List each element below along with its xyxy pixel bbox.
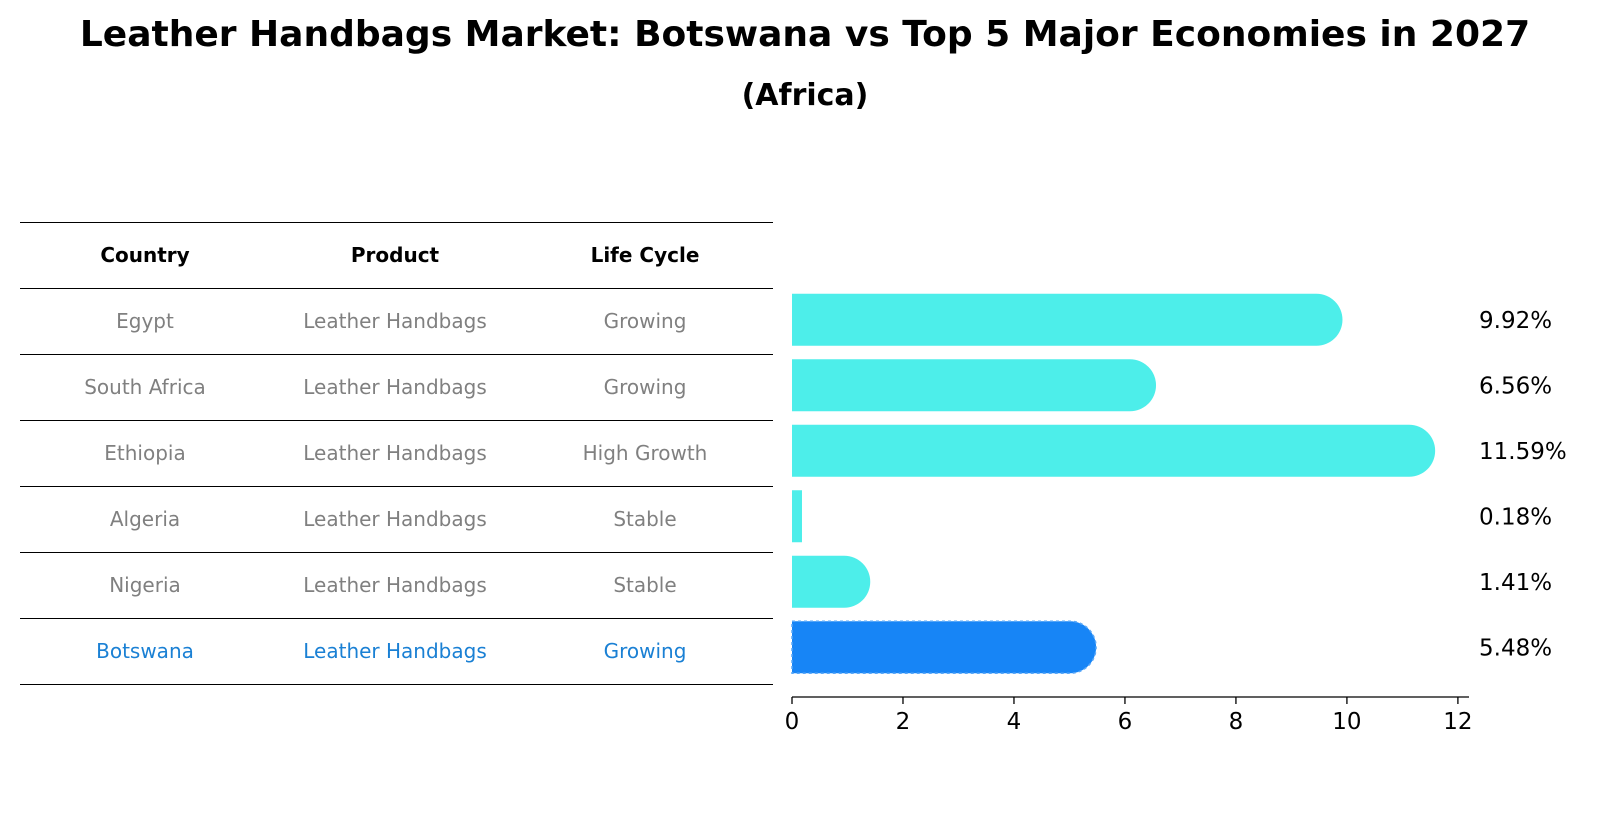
table-row: Nigeria Leather Handbags Stable [20, 552, 773, 618]
bar-botswana [791, 620, 1097, 674]
chart-subtitle: (Africa) [741, 78, 869, 113]
cell-life-cycle: Growing [603, 639, 687, 663]
x-tick-label: 2 [896, 709, 911, 735]
data-table: Country Product Life Cycle Egypt Leather… [20, 222, 773, 685]
chart-title: Leather Handbags Market: Botswana vs Top… [79, 14, 1531, 55]
cell-life-cycle: Growing [603, 309, 687, 333]
cell-country: Algeria [109, 507, 181, 531]
bar-nigeria [792, 555, 871, 608]
x-tick-label: 6 [1118, 709, 1133, 735]
cell-product: Leather Handbags [303, 507, 487, 531]
bar-value-label: 1.41% [1479, 570, 1552, 596]
cell-country: Ethiopia [104, 441, 186, 465]
bar-value-label: 9.92% [1479, 308, 1552, 334]
bar-algeria [792, 490, 802, 543]
x-tick-label: 0 [785, 709, 800, 735]
bar-value-label: 0.18% [1479, 504, 1552, 530]
cell-life-cycle: High Growth [582, 441, 708, 465]
bar-value-label: 5.48% [1479, 635, 1552, 661]
header-product: Product [350, 243, 440, 267]
cell-product: Leather Handbags [303, 375, 487, 399]
bar-value-label: 6.56% [1479, 373, 1552, 399]
x-tick-label: 12 [1443, 709, 1472, 735]
bar-south-africa [792, 359, 1157, 412]
bar-egypt [792, 293, 1343, 346]
table-header-row: Country Product Life Cycle [20, 222, 773, 288]
x-tick-label: 8 [1229, 709, 1244, 735]
cell-life-cycle: Growing [603, 375, 687, 399]
bar-ethiopia [792, 424, 1436, 477]
cell-product: Leather Handbags [303, 441, 487, 465]
header-country: Country [100, 243, 190, 267]
table-row-highlight: Botswana Leather Handbags Growing [20, 618, 773, 685]
bar-value-label: 11.59% [1479, 439, 1567, 465]
cell-life-cycle: Stable [613, 507, 677, 531]
table-row: Ethiopia Leather Handbags High Growth [20, 420, 773, 486]
cell-country: South Africa [84, 375, 206, 399]
cell-country: Egypt [116, 309, 174, 333]
header-life-cycle: Life Cycle [590, 243, 700, 267]
table-row: Algeria Leather Handbags Stable [20, 486, 773, 552]
table-row: Egypt Leather Handbags Growing [20, 288, 773, 354]
cell-product: Leather Handbags [303, 309, 487, 333]
x-tick-label: 10 [1332, 709, 1361, 735]
cell-country: Botswana [96, 639, 194, 663]
cell-country: Nigeria [109, 573, 181, 597]
x-tick-label: 4 [1007, 709, 1022, 735]
table-row: South Africa Leather Handbags Growing [20, 354, 773, 420]
cell-life-cycle: Stable [613, 573, 677, 597]
cell-product: Leather Handbags [303, 639, 487, 663]
cell-product: Leather Handbags [303, 573, 487, 597]
